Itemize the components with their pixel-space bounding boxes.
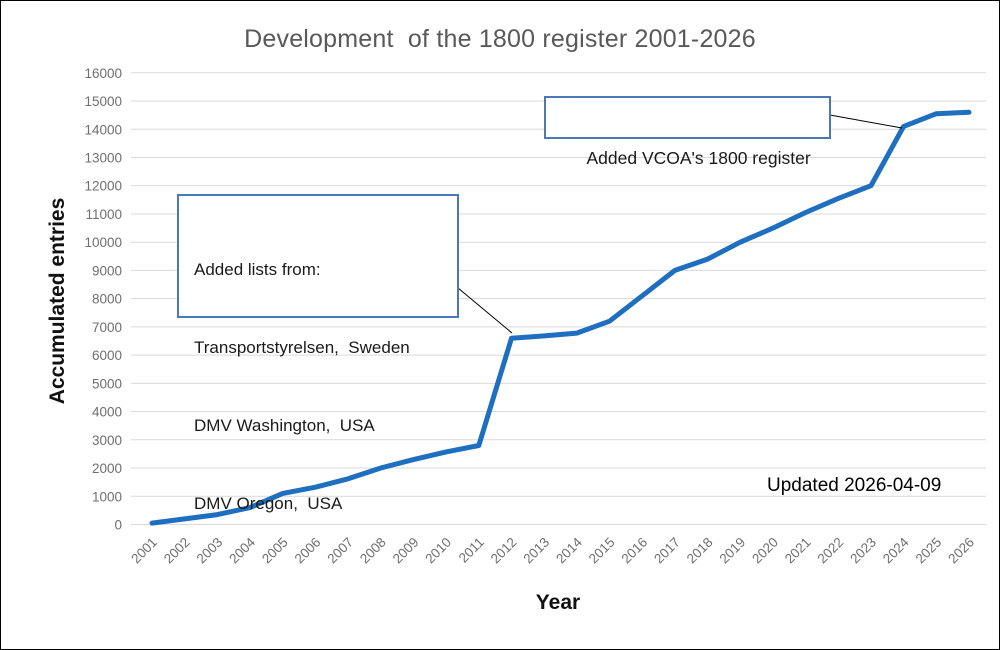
- callout-line: Transportstyrelsen, Sweden: [194, 338, 410, 357]
- callout-line: Added lists from:: [194, 260, 321, 279]
- x-tick-label: 2021: [782, 535, 814, 567]
- y-tick-label: 3000: [92, 433, 122, 448]
- x-tick-label: 2016: [618, 535, 650, 567]
- x-tick-label: 2026: [945, 535, 977, 567]
- x-tick-label: 2014: [553, 534, 585, 566]
- callout-leader-line: [457, 287, 513, 334]
- y-tick-label: 15000: [84, 94, 122, 109]
- callout-text: Added VCOA's 1800 register: [586, 148, 811, 168]
- updated-date-note: Updated 2026-04-09: [767, 475, 942, 496]
- y-tick-label: 12000: [84, 179, 122, 194]
- x-tick-label: 2018: [684, 535, 716, 567]
- callout-added-lists: Added lists from: Transportstyrelsen, Sw…: [177, 194, 459, 513]
- y-tick-label: 9000: [92, 263, 122, 278]
- y-tick-label: 6000: [92, 348, 122, 363]
- chart-title: Development of the 1800 register 2001-20…: [244, 25, 756, 53]
- x-tick-label: 2025: [913, 535, 945, 567]
- x-tick-label: 2023: [847, 535, 879, 567]
- y-tick-label: 4000: [92, 405, 122, 420]
- x-axis-title: Year: [535, 591, 581, 614]
- x-tick-label: 2012: [488, 535, 520, 567]
- callout-vcoa: Added VCOA's 1800 register: [544, 96, 831, 168]
- y-tick-label: 2000: [92, 461, 122, 476]
- y-tick-label: 13000: [84, 150, 122, 165]
- y-tick-label: 10000: [84, 235, 122, 250]
- y-tick-label: 8000: [92, 292, 122, 307]
- y-tick-label: 1000: [92, 489, 122, 504]
- callout-line: DMV Oregon, USA: [194, 494, 343, 513]
- callout-leader-line: [829, 114, 903, 129]
- y-tick-label: 14000: [84, 122, 122, 137]
- y-tick-label: 0: [114, 518, 122, 533]
- x-tick-label: 2017: [651, 535, 683, 567]
- x-tick-label: 2015: [586, 535, 618, 567]
- y-tick-label: 16000: [84, 66, 122, 81]
- y-tick-label: 11000: [85, 207, 122, 222]
- x-tick-label: 2002: [161, 535, 193, 567]
- x-tick-label: 2011: [456, 535, 487, 566]
- x-tick-label: 2019: [717, 535, 749, 567]
- x-tick-label: 2013: [520, 535, 552, 567]
- callout-line: DMV Washington, USA: [194, 416, 375, 435]
- x-tick-label: 2022: [815, 535, 847, 567]
- x-tick-label: 2024: [880, 534, 912, 566]
- accumulated-entries-line: [149, 109, 972, 526]
- y-tick-label: 5000: [92, 376, 122, 391]
- y-tick-label: 7000: [92, 320, 122, 335]
- x-tick-label: 2020: [749, 535, 781, 567]
- x-tick-label: 2001: [128, 535, 160, 567]
